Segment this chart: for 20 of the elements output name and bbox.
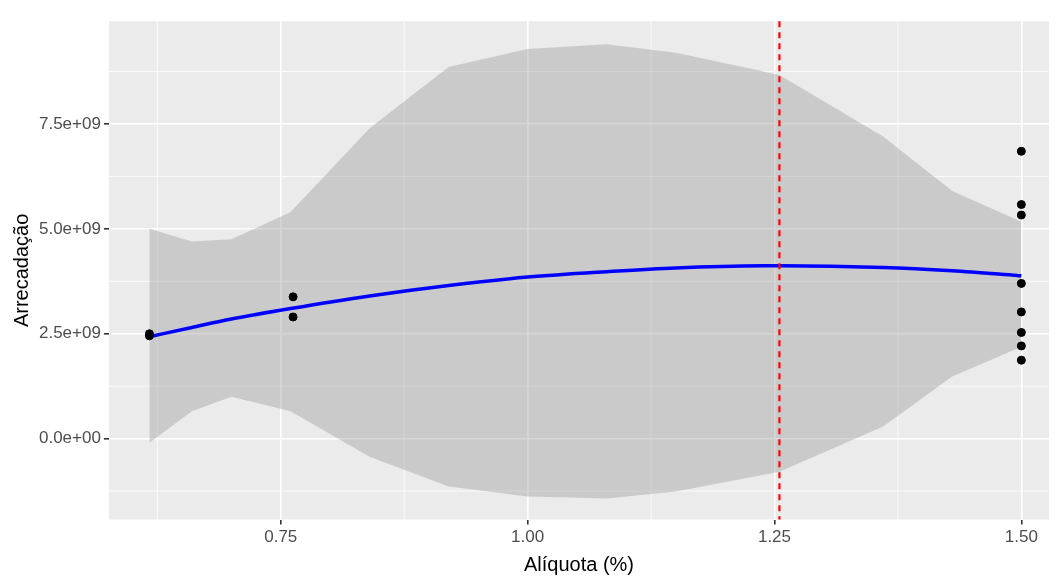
point <box>1016 327 1026 337</box>
y-tick-label: 7.5e+09 <box>38 113 101 133</box>
point <box>1016 210 1026 220</box>
y-tick-label: 2.5e+09 <box>38 323 101 343</box>
point <box>1016 307 1026 317</box>
x-tick-label: 1.50 <box>1004 527 1038 547</box>
point <box>1016 200 1026 210</box>
x-tick-label: 0.75 <box>264 527 298 547</box>
x-tick-label: 1.25 <box>757 527 792 547</box>
point <box>288 312 298 322</box>
point <box>1016 355 1026 365</box>
x-axis-title: Alíquota (%) <box>523 552 634 575</box>
point <box>1016 341 1026 351</box>
y-tick-label: 5.0e+09 <box>38 218 101 238</box>
y-tick-label: 0.0e+00 <box>38 428 101 448</box>
x-tick-label: 1.00 <box>511 527 545 547</box>
y-axis-title: Arrecadação <box>9 213 32 328</box>
point <box>1016 278 1026 288</box>
point <box>1016 146 1026 156</box>
point <box>288 292 298 302</box>
